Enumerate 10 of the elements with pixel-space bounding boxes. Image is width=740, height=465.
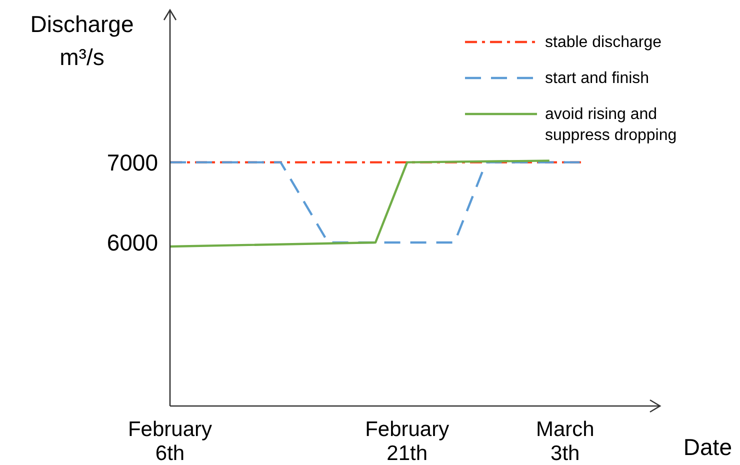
- x-tick-label: February 6th: [128, 418, 213, 465]
- x-tick-label: March 3th: [536, 418, 594, 465]
- x-tick-label: February 21th: [365, 418, 450, 465]
- y-tick-label: 7000: [106, 149, 158, 176]
- y-tick-label: 6000: [106, 230, 158, 256]
- legend-label: stable discharge: [545, 34, 662, 51]
- legend-label: start and finish: [545, 70, 650, 87]
- y-axis-title: Discharge m³/s: [30, 11, 134, 70]
- legend-label: avoid rising and suppress dropping: [545, 106, 677, 144]
- x-axis-title: Date: [683, 434, 732, 460]
